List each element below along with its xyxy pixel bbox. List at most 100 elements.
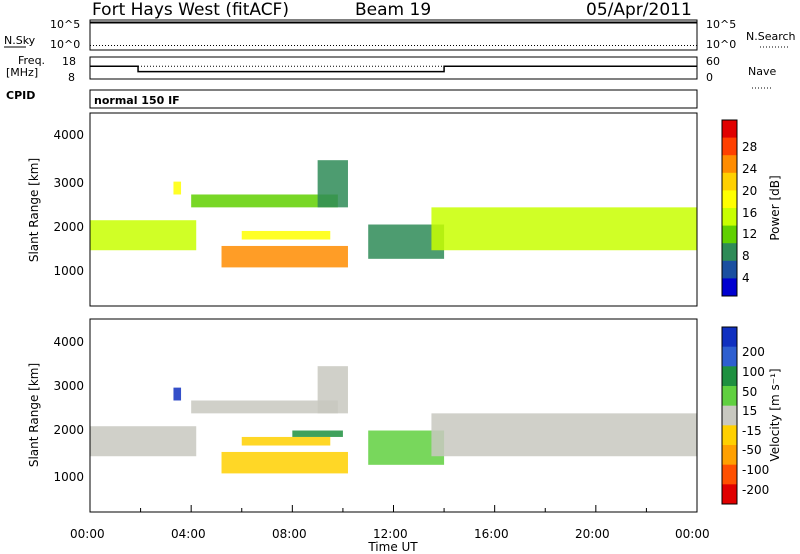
time-tick-16: 16:00 [474, 527, 509, 541]
colorbar-swatch [722, 405, 737, 426]
heatmap-cell [173, 387, 182, 401]
colorbar-swatch [722, 120, 737, 139]
date-title: 05/Apr/2011 [586, 0, 692, 20]
noise-series [90, 21, 697, 47]
nsearch-label: N.Search [746, 30, 796, 43]
heatmap-cell [173, 181, 182, 195]
heatmap-cell [431, 207, 697, 251]
heatmap-cell [292, 430, 343, 437]
colorbar-swatch [722, 190, 737, 209]
colorbar-swatch [722, 278, 737, 297]
velocity-colorbar-frame [721, 326, 738, 505]
heatmap-cell [90, 220, 197, 251]
vel-cbar-tick-neg100: -100 [742, 463, 769, 477]
cpid-label: CPID [6, 89, 35, 102]
nave-label: Nave [748, 65, 776, 78]
noise-panel-frame [89, 19, 698, 51]
freq-unit-label: [MHz] [6, 66, 38, 79]
colorbar-swatch [722, 464, 737, 485]
freq-label: Freq. [18, 54, 45, 67]
heatmap-cell [90, 426, 197, 457]
power-cbar-tick-4: 4 [742, 271, 750, 285]
heatmap-cell [241, 230, 331, 240]
heatmap-cell [191, 400, 338, 414]
nsky-label: N.Sky [4, 34, 36, 47]
noise-right-tick-top: 10^5 [706, 18, 736, 31]
power-ytick-3000: 3000 [53, 176, 84, 190]
power-cbar-tick-8: 8 [742, 249, 750, 263]
colorbar-swatch [722, 366, 737, 387]
time-tick-12: 12:00 [373, 527, 408, 541]
power-panel-frame [89, 112, 698, 307]
colorbar-swatch [722, 327, 737, 348]
power-cbar-tick-20: 20 [742, 184, 757, 198]
time-axis-label: Time UT [367, 540, 418, 554]
power-heatmap [90, 160, 697, 268]
noise-right-tick-bottom: 10^0 [706, 38, 736, 51]
heatmap-cell [241, 436, 331, 446]
power-colorbar-frame [721, 119, 738, 297]
power-cbar-tick-24: 24 [742, 162, 757, 176]
colorbar-swatch [722, 260, 737, 279]
noise-left-tick-top: 10^5 [50, 18, 80, 31]
vel-ytick-1000: 1000 [53, 470, 84, 484]
cpid-frame [89, 89, 698, 109]
velocity-colorbar [722, 327, 737, 505]
freq-series [90, 65, 697, 73]
noise-left-tick-bottom: 10^0 [50, 38, 80, 51]
power-ytick-4000: 4000 [53, 128, 84, 142]
vel-ytick-4000: 4000 [53, 335, 84, 349]
heatmap-cell [221, 451, 348, 474]
time-tick-20: 20:00 [575, 527, 610, 541]
power-cbar-tick-16: 16 [742, 206, 757, 220]
freq-panel-frame [89, 56, 698, 80]
vel-cbar-tick-neg15: -15 [742, 424, 762, 438]
nave-tick-bottom: 0 [706, 71, 713, 84]
heatmap-cell [431, 413, 697, 457]
power-colorbar [722, 120, 737, 297]
beam-title: Beam 19 [355, 0, 431, 20]
vel-cbar-tick-neg50: -50 [742, 443, 762, 457]
colorbar-swatch [722, 386, 737, 407]
heatmap-cell [191, 194, 338, 208]
time-axis-ticks [89, 505, 698, 512]
power-ytick-2000: 2000 [53, 220, 84, 234]
colorbar-swatch [722, 137, 737, 156]
colorbar-swatch [722, 208, 737, 227]
heatmap-cell [221, 245, 348, 268]
freq-line [90, 65, 697, 73]
time-tick-8: 08:00 [272, 527, 307, 541]
colorbar-swatch [722, 155, 737, 174]
vel-cbar-tick-200: 200 [742, 345, 765, 359]
cpid-value: normal 150 IF [94, 94, 180, 107]
colorbar-swatch [722, 445, 737, 466]
colorbar-swatch [722, 484, 737, 505]
vel-cbar-tick-neg200: -200 [742, 483, 769, 497]
colorbar-swatch [722, 225, 737, 244]
vel-ytick-3000: 3000 [53, 379, 84, 393]
nave-tick-top: 60 [706, 55, 720, 68]
power-colorbar-label: Power [dB] [768, 175, 782, 240]
freq-tick-bottom: 8 [68, 71, 75, 84]
colorbar-swatch [722, 425, 737, 446]
time-tick-24: 00:00 [675, 527, 710, 541]
power-cbar-tick-28: 28 [742, 140, 757, 154]
colorbar-swatch [722, 243, 737, 262]
vel-cbar-tick-50: 50 [742, 385, 757, 399]
vel-cbar-tick-100: 100 [742, 365, 765, 379]
freq-tick-top: 18 [62, 55, 76, 68]
station-title: Fort Hays West (fitACF) [92, 0, 289, 20]
vel-cbar-tick-15: 15 [742, 404, 757, 418]
velocity-ylabel: Slant Range [km] [27, 363, 41, 467]
velocity-colorbar-label: Velocity [m s⁻¹] [768, 368, 782, 461]
colorbar-swatch [722, 172, 737, 191]
power-ytick-1000: 1000 [53, 264, 84, 278]
heatmap-cell [317, 160, 348, 208]
time-tick-4: 04:00 [171, 527, 206, 541]
power-ylabel: Slant Range [km] [27, 158, 41, 262]
time-tick-0: 00:00 [70, 527, 105, 541]
heatmap-cell [317, 366, 348, 414]
colorbar-swatch [722, 346, 737, 367]
vel-ytick-2000: 2000 [53, 423, 84, 437]
